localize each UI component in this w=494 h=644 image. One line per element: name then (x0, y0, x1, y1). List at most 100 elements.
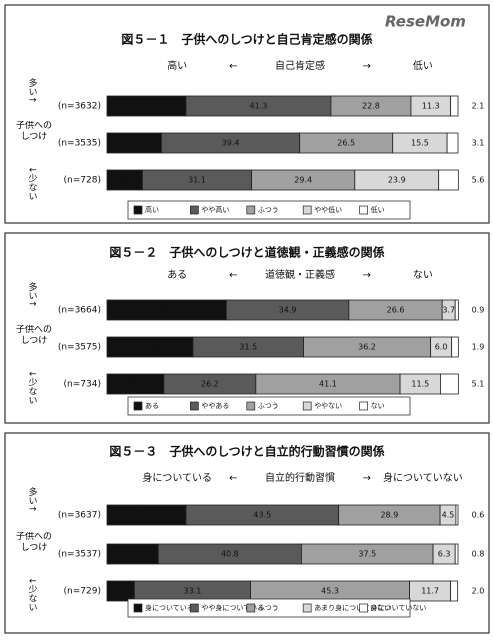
bar-segment (440, 373, 459, 395)
scale-header: ← (229, 61, 237, 72)
category-label: (n=3535) (58, 139, 101, 149)
side-label-box: 子供へのしつけ (15, 121, 52, 142)
legend-label: ふつう (258, 206, 279, 214)
chart-title: 図５－１ 子供へのしつけと自己肯定感の関係 (121, 32, 372, 47)
category-label: (n=729) (64, 587, 101, 597)
legend-swatch (302, 603, 312, 613)
value-label: 11.5 (411, 380, 429, 389)
value-label: 0.8 (472, 550, 485, 559)
legend-swatch (246, 205, 256, 215)
legend-label: あまり身についていない (314, 603, 391, 612)
logo: ReseMom (385, 13, 466, 31)
legend-swatch (133, 603, 143, 613)
legend-swatch (302, 205, 312, 215)
value-label: 10.1 (116, 176, 134, 185)
bar-segment (455, 504, 459, 526)
legend-label: やや身についている (201, 603, 264, 612)
side-label: 多い↑ (27, 77, 38, 104)
side-label: 子供へのしつけ (15, 121, 52, 142)
value-label: 43.5 (253, 511, 271, 520)
side-label: 多い↑ (27, 281, 38, 308)
value-label: 34.9 (279, 306, 297, 315)
legend-box (127, 396, 411, 416)
value-label: 15.5 (411, 139, 429, 148)
value-label: 3.1 (472, 139, 485, 148)
bar-segment (454, 543, 459, 565)
value-label: 22.5 (138, 102, 156, 111)
value-label: 0.9 (472, 306, 485, 315)
scale-header: 道徳観・正義感 (265, 268, 335, 281)
legend-box (127, 200, 411, 220)
scale-header: 高い (167, 59, 187, 72)
value-label: 40.8 (221, 550, 239, 559)
value-label: 6.3 (438, 550, 451, 559)
category-label: (n=3637) (58, 511, 101, 521)
value-label: 28.9 (380, 511, 398, 520)
legend-swatch (359, 205, 368, 215)
legend-label: ない (371, 402, 385, 410)
value-label: 41.3 (250, 102, 268, 111)
value-label: 1.9 (472, 343, 485, 352)
legend-swatch (133, 205, 143, 215)
value-label: 22.5 (138, 511, 156, 520)
scale-header: 自己肯定感 (275, 59, 325, 72)
value-label: 0.6 (472, 511, 485, 520)
legend-swatch (359, 401, 368, 411)
value-label: 7.8 (114, 587, 127, 596)
panel (4, 4, 490, 224)
side-label-box: 子供へのしつけ (15, 325, 52, 346)
legend-label: ややある (201, 402, 229, 410)
scale-header: → (363, 270, 371, 281)
side-label: ↓少ない (27, 577, 38, 612)
value-label: 45.3 (321, 587, 339, 596)
chart-title: 図５－２ 子供へのしつけと道徳観・正義感の関係 (109, 245, 384, 260)
scale-header: → (363, 61, 371, 72)
scale-header: ← (229, 270, 237, 281)
legend-label: 高い (145, 205, 159, 214)
bar-segment (454, 299, 459, 321)
scale-header: 身についていない (383, 471, 463, 484)
side-label: 子供へのしつけ (15, 325, 52, 346)
value-label: 37.5 (358, 550, 376, 559)
side-label: 子供へのしつけ (15, 532, 52, 553)
legend-label: 低い (371, 205, 385, 214)
category-label: (n=3632) (58, 102, 101, 112)
legend-label: 身についている (145, 603, 194, 612)
value-label: 4.5 (442, 511, 455, 520)
value-label: 31.1 (188, 176, 206, 185)
value-label: 2.0 (472, 587, 485, 596)
category-label: (n=3664) (58, 306, 101, 316)
value-label: 5.6 (472, 176, 485, 185)
scale-header: → (363, 473, 371, 484)
value-label: 16.2 (127, 380, 145, 389)
bar-segment (450, 95, 459, 117)
category-label: (n=3575) (58, 343, 101, 353)
value-label: 5.1 (472, 380, 485, 389)
legend-label: ふつう (258, 402, 279, 410)
category-label: (n=3537) (58, 550, 101, 560)
legend-swatch (302, 401, 312, 411)
scale-header: 自立的行動習慣 (265, 471, 335, 484)
chart-title: 図５－３ 子供へのしつけと自立的行動習慣の関係 (109, 444, 384, 459)
legend-swatch (246, 401, 256, 411)
scale-header: ある (167, 269, 187, 281)
legend-label: ふつう (258, 604, 279, 612)
legend-label: ある (145, 402, 159, 410)
value-label: 33.1 (184, 587, 202, 596)
legend-swatch (359, 603, 368, 613)
scale-header: 低い (413, 59, 433, 72)
value-label: 26.6 (387, 306, 405, 315)
value-label: 14.6 (124, 550, 142, 559)
legend-swatch (133, 401, 143, 411)
legend-box (127, 598, 411, 618)
value-label: 26.2 (201, 380, 219, 389)
scale-header: ← (229, 473, 237, 484)
value-label: 39.4 (222, 139, 240, 148)
side-label: 多い↑ (27, 486, 38, 513)
value-label: 22.8 (362, 102, 380, 111)
value-label: 24.5 (141, 343, 159, 352)
bar-segment (446, 132, 459, 154)
legend-swatch (246, 603, 256, 613)
legend-label: ややない (314, 402, 342, 410)
bar-segment (450, 580, 459, 602)
